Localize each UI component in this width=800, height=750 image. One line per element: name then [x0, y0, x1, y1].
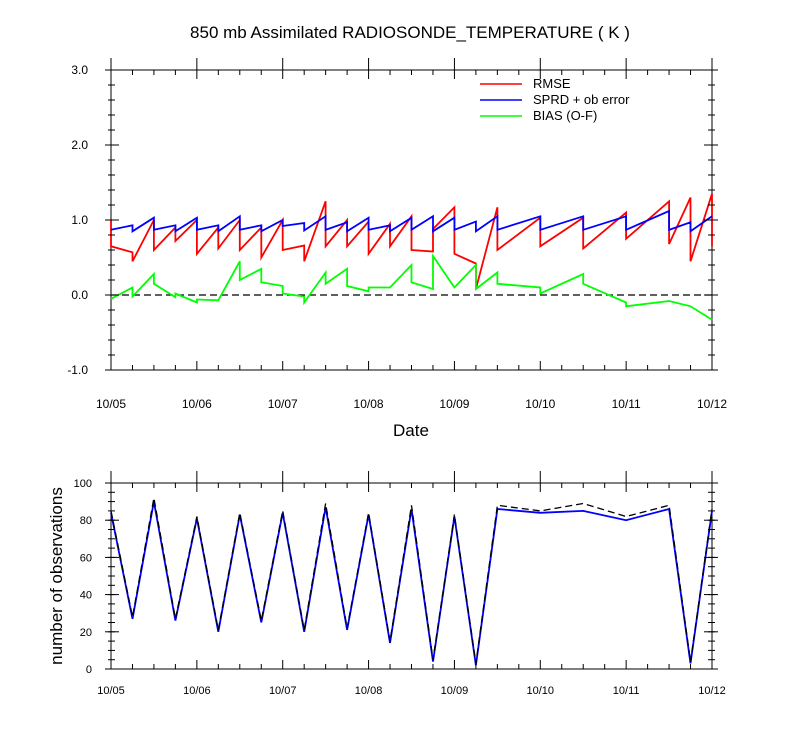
legend-label-sprd: SPRD + ob error: [533, 92, 630, 107]
x-tick-label: 10/08: [354, 397, 384, 411]
top-panel: 10/05 10/06 10/07 10/08 10/09 10/10 10/11 10/12…: [67, 58, 727, 440]
x-tick-label: 10/06: [183, 685, 211, 697]
series-line-obs-possible: [110, 497, 713, 664]
y-tick-label: 60: [80, 552, 92, 564]
x-tick-label: 10/07: [268, 397, 298, 411]
chart-title: 850 mb Assimilated RADIOSONDE_TEMPERATUR…: [190, 23, 630, 42]
x-tick-label: 10/09: [439, 397, 469, 411]
y-tick-label: 80: [80, 515, 92, 527]
bottom-panel: 10/05 10/06 10/07 10/08 10/09 10/10 10/11 10/12…: [47, 471, 726, 697]
y-tick-label: 40: [80, 590, 92, 602]
y-tick-label: 2.0: [71, 138, 88, 152]
x-tick-label: 10/05: [96, 397, 126, 411]
series-line-sprd-ob-error: [110, 209, 713, 234]
y-tick-label: -1.0: [67, 363, 88, 377]
x-tick-label: 10/10: [527, 685, 555, 697]
legend-label-rmse: RMSE: [533, 76, 571, 91]
x-tick-label: 10/11: [613, 685, 640, 697]
x-tick-label: 10/11: [612, 397, 641, 411]
x-tick-label: 10/07: [269, 685, 297, 697]
y-tick-label: 1.0: [71, 213, 88, 227]
x-tick-label: 10/12: [697, 397, 727, 411]
x-tick-label: 10/12: [698, 685, 726, 697]
series-line-obs-used: [110, 501, 713, 666]
series-line-bias-o-f: [110, 253, 713, 321]
x-axis-title: Date: [393, 421, 429, 440]
x-tick-label: 10/05: [97, 685, 125, 697]
y-tick-label: 100: [74, 478, 92, 490]
x-tick-label: 10/09: [441, 685, 469, 697]
legend-label-bias: BIAS (O-F): [533, 108, 597, 123]
y-tick-label: 20: [80, 627, 92, 639]
x-tick-label: 10/06: [182, 397, 212, 411]
legend: RMSE SPRD + ob error BIAS (O-F): [480, 76, 630, 123]
x-tick-label: 10/10: [525, 397, 555, 411]
y-tick-label: 0.0: [71, 288, 88, 302]
y-axis-title-observations: number of observations: [47, 487, 66, 665]
y-tick-label: 0: [86, 664, 92, 676]
x-tick-label: 10/08: [355, 685, 383, 697]
y-tick-label: 3.0: [71, 63, 88, 77]
